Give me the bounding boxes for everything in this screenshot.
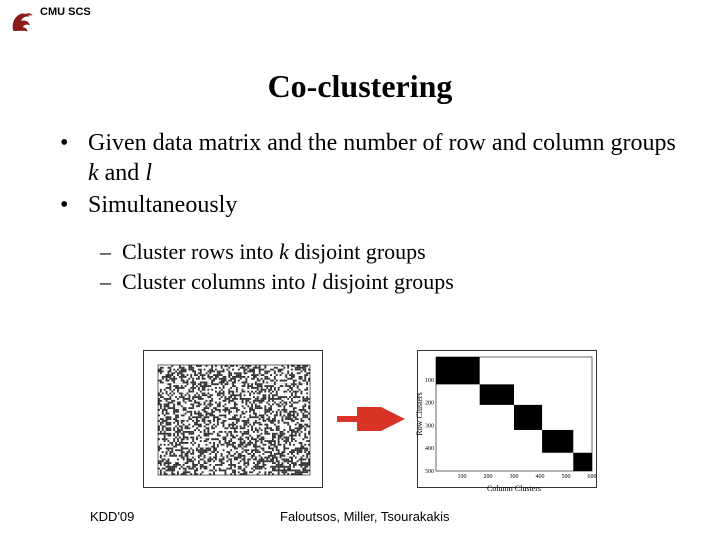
bullet-item: • Given data matrix and the number of ro… xyxy=(60,128,680,188)
var-l: l xyxy=(145,160,152,186)
svg-text:400: 400 xyxy=(425,446,434,452)
noise-matrix-plot xyxy=(143,350,323,488)
slide-header: CMU SCS xyxy=(8,8,91,36)
dash-mark: – xyxy=(100,238,122,266)
svg-text:200: 200 xyxy=(425,401,434,407)
noise-matrix-svg xyxy=(144,351,324,489)
bullet-mark: • xyxy=(60,128,88,188)
bullet-text: Given data matrix and the number of row … xyxy=(88,128,680,188)
header-label: CMU SCS xyxy=(40,6,91,18)
text-span: Cluster rows into xyxy=(122,239,279,264)
footer-authors: Faloutsos, Miller, Tsourakakis xyxy=(280,509,450,524)
bullet-mark: • xyxy=(60,190,88,220)
sub-bullet-list: – Cluster rows into k disjoint groups – … xyxy=(100,238,680,295)
var-k: k xyxy=(279,239,289,264)
svg-text:500: 500 xyxy=(425,469,434,475)
slide-body: • Given data matrix and the number of ro… xyxy=(60,128,680,297)
arrow-icon xyxy=(335,407,405,431)
bullet-item: • Simultaneously xyxy=(60,190,680,220)
text-span: Simultaneously xyxy=(88,192,237,218)
svg-text:Column Clusters: Column Clusters xyxy=(487,484,541,493)
block-matrix-plot: 100200300400500600100200300400500Column … xyxy=(417,350,597,488)
figure-area: 100 200 300 400 500 600 100 200 300 400 500 Column … xyxy=(120,344,620,494)
sub-bullet-text: Cluster columns into l disjoint groups xyxy=(122,268,454,296)
svg-text:600: 600 xyxy=(588,474,597,480)
svg-text:500: 500 xyxy=(562,474,571,480)
svg-text:300: 300 xyxy=(425,423,434,429)
text-span: Cluster columns into xyxy=(122,269,311,294)
text-span: Given data matrix and the number of row … xyxy=(88,130,676,156)
text-span: disjoint groups xyxy=(289,239,426,264)
sub-bullet-text: Cluster rows into k disjoint groups xyxy=(122,238,426,266)
text-span: disjoint groups xyxy=(317,269,454,294)
svg-text:200: 200 xyxy=(484,474,493,480)
sub-bullet-item: – Cluster rows into k disjoint groups xyxy=(100,238,680,266)
sub-bullet-item: – Cluster columns into l disjoint groups xyxy=(100,268,680,296)
text-span: and xyxy=(99,160,146,186)
dash-mark: – xyxy=(100,268,122,296)
svg-text:300: 300 xyxy=(510,474,519,480)
var-k: k xyxy=(88,160,99,186)
svg-text:400: 400 xyxy=(536,474,545,480)
bullet-text: Simultaneously xyxy=(88,190,680,220)
block-matrix-svg: 100200300400500600100200300400500Column … xyxy=(418,351,598,489)
svg-text:100: 100 xyxy=(425,378,434,384)
svg-text:Row Clusters: Row Clusters xyxy=(415,392,424,435)
cmu-dragon-icon xyxy=(8,8,36,36)
svg-text:100: 100 xyxy=(458,474,467,480)
footer-venue: KDD'09 xyxy=(90,509,134,524)
slide-title: Co-clustering xyxy=(0,68,720,105)
